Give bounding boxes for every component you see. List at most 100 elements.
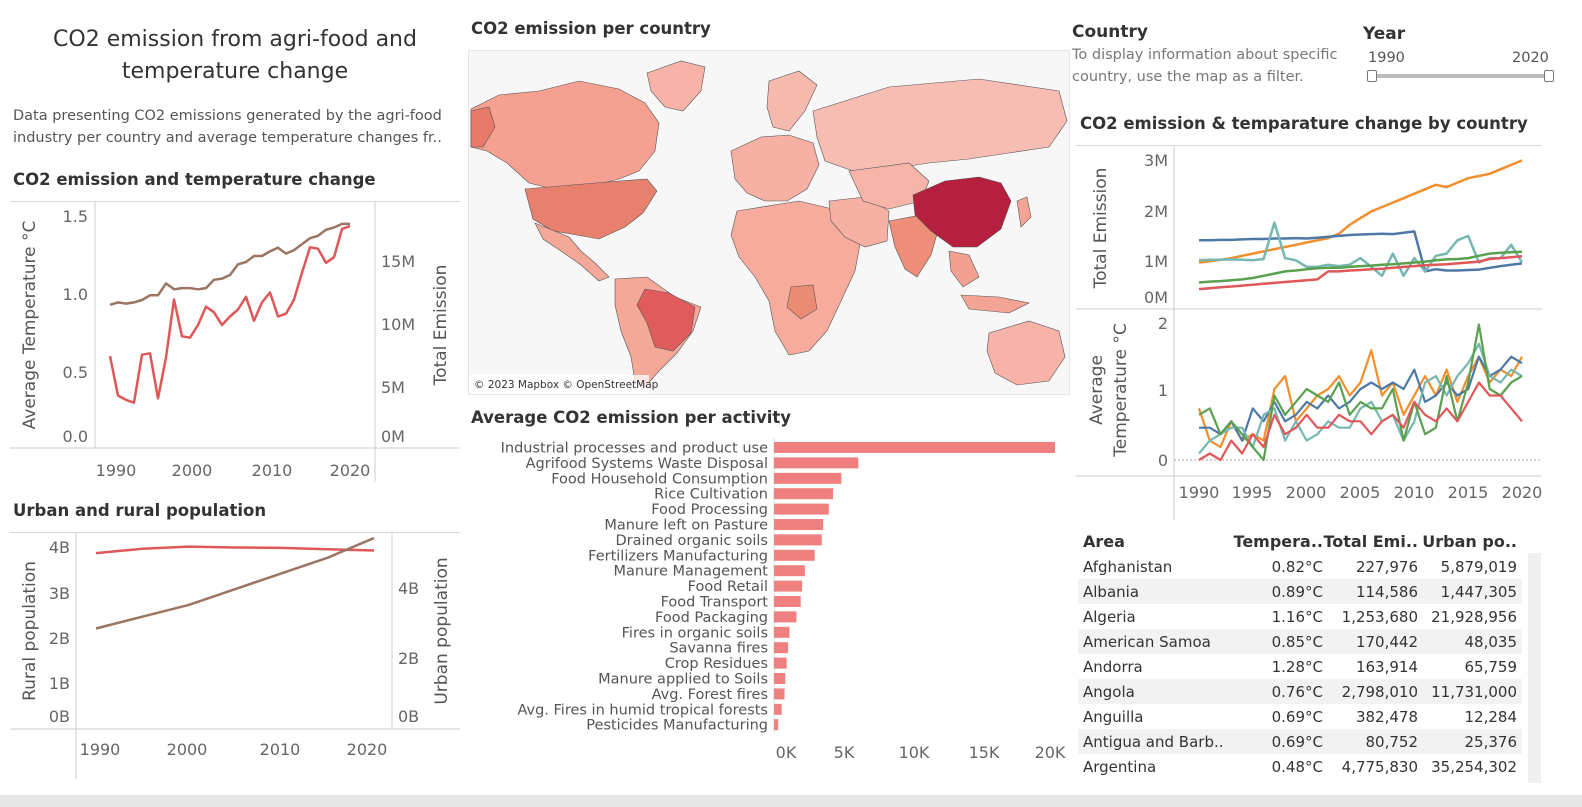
country-alaska[interactable] — [470, 106, 496, 148]
divider — [10, 532, 460, 533]
year-slider-track[interactable] — [1371, 74, 1549, 78]
emission-temp-chart[interactable]: 1.5 1.0 0.5 0.0 15M 10M 5M 0M 1990 2000 … — [10, 202, 460, 487]
country-table[interactable]: Area Tempera.. Total Emi.. Urban po.. Af… — [1078, 528, 1522, 779]
bar[interactable] — [774, 472, 842, 484]
activity-chart[interactable]: Industrial processes and product useAgri… — [468, 438, 1073, 768]
table-row[interactable]: American Samoa 0.85°C 170,442 48,035 — [1078, 629, 1522, 654]
bar[interactable] — [774, 534, 822, 546]
country-usa[interactable] — [524, 178, 658, 240]
x-tick: 2000 — [172, 461, 213, 480]
country-drc[interactable] — [786, 284, 818, 320]
country-japan[interactable] — [1016, 196, 1032, 228]
table-row[interactable]: Anguilla 0.69°C 382,478 12,284 — [1083, 707, 1517, 726]
bar[interactable] — [774, 626, 790, 638]
x-tick: 2020 — [347, 740, 388, 759]
country-brazil[interactable] — [636, 288, 696, 352]
series-total-emission[interactable] — [109, 222, 350, 306]
bar[interactable] — [774, 611, 797, 623]
table-row[interactable]: Afghanistan 0.82°C 227,976 5,879,019 — [1083, 557, 1517, 576]
bar-label: Fires in organic soils — [622, 625, 768, 641]
series-emission-teal[interactable] — [1198, 221, 1524, 278]
y-axis-title-line1: Average — [1087, 355, 1107, 425]
bar-label: Food Household Consumption — [551, 471, 768, 487]
y-tick: 4B — [49, 538, 70, 557]
population-title: Urban and rural population — [13, 501, 267, 520]
bar-label: Food Processing — [651, 502, 768, 518]
series-emission-orange[interactable] — [1198, 159, 1523, 264]
column-header-emission[interactable]: Total Emi.. — [1323, 531, 1418, 551]
bar[interactable] — [774, 580, 803, 592]
series-temperature-blue[interactable] — [1199, 355, 1523, 442]
bar[interactable] — [774, 519, 824, 530]
country-russia[interactable] — [812, 78, 1068, 172]
table-row[interactable]: Algeria 1.16°C 1,253,680 21,928,956 — [1083, 607, 1517, 626]
bar[interactable] — [774, 503, 829, 515]
y-tick: 1 — [1158, 381, 1168, 400]
world-map[interactable]: © 2023 Mapbox © OpenStreetMap — [468, 50, 1070, 395]
by-country-chart[interactable]: 3M 2M 1M 0M 2 1 0 1990 1995 2000 2005 20… — [1076, 146, 1542, 520]
country-canada[interactable] — [470, 80, 660, 190]
column-header-urban[interactable]: Urban po.. — [1422, 531, 1517, 551]
bar-label: Manure left on Pasture — [604, 518, 768, 534]
bar[interactable] — [774, 642, 789, 654]
x-tick: 2010 — [1394, 483, 1435, 502]
y-tick: 0.0 — [63, 427, 88, 446]
y-axis-title-line2: Temperature °C — [1111, 323, 1131, 457]
country-filter-desc: To display information about specific co… — [1072, 47, 1338, 85]
bar[interactable] — [774, 719, 779, 731]
country-australia[interactable] — [986, 320, 1066, 386]
column-header-temperature[interactable]: Tempera.. — [1233, 531, 1323, 551]
bar-label: Food Packaging — [655, 610, 768, 626]
series-emission-red[interactable] — [1198, 255, 1523, 291]
bottom-bar — [0, 795, 1582, 807]
series-temperature-green[interactable] — [1198, 323, 1523, 462]
table-row[interactable]: Argentina 0.48°C 4,775,830 35,254,302 — [1083, 757, 1517, 776]
x-tick: 2015 — [1448, 483, 1489, 502]
x-tick: 15K — [969, 743, 1000, 762]
year-slider-handle-max[interactable] — [1544, 70, 1554, 82]
column-header-area[interactable]: Area — [1083, 531, 1125, 551]
country-china[interactable] — [912, 176, 1012, 248]
bar[interactable] — [774, 565, 805, 577]
series-temperature-red[interactable] — [1198, 381, 1523, 462]
series-urban-population[interactable] — [95, 536, 375, 630]
bar[interactable] — [774, 657, 787, 669]
series-emission-green[interactable] — [1198, 250, 1523, 284]
bar[interactable] — [774, 549, 815, 561]
y-axis-title: Rural population — [20, 561, 40, 701]
divider — [1076, 145, 1542, 146]
table-row[interactable]: Albania 0.89°C 114,586 1,447,305 — [1078, 579, 1522, 604]
bar[interactable] — [774, 703, 782, 715]
bar[interactable] — [774, 488, 834, 500]
series-rural-population[interactable] — [95, 545, 375, 555]
table-row[interactable]: Antigua and Barb.. 0.69°C 80,752 25,376 — [1078, 729, 1522, 754]
country-se-asia[interactable] — [948, 250, 980, 288]
country-mexico[interactable] — [534, 222, 610, 282]
x-tick: 2020 — [1502, 483, 1542, 502]
series-emission-blue[interactable] — [1199, 230, 1523, 273]
series-average-temperature[interactable] — [108, 224, 351, 404]
table-row[interactable]: Angola 0.76°C 2,798,010 11,731,000 — [1078, 679, 1522, 704]
bar[interactable] — [774, 457, 859, 469]
y-tick: 1.5 — [63, 207, 88, 226]
table-scrollbar[interactable] — [1528, 553, 1541, 783]
series-temperature-teal[interactable] — [1198, 342, 1523, 455]
map-title: CO2 emission per country — [471, 19, 711, 38]
x-tick: 5K — [834, 743, 855, 762]
bar[interactable] — [774, 673, 786, 684]
bar-label: Fertilizers Manufacturing — [588, 548, 768, 564]
year-slider-handle-min[interactable] — [1367, 70, 1377, 82]
y-tick: 2B — [49, 629, 70, 648]
bar[interactable] — [774, 688, 785, 700]
y2-tick: 15M — [381, 252, 415, 271]
bar[interactable] — [774, 596, 801, 607]
country-greenland[interactable] — [646, 60, 706, 112]
y-tick: 2 — [1158, 314, 1168, 333]
series-temperature-orange[interactable] — [1197, 349, 1523, 449]
population-chart[interactable]: 4B 3B 2B 1B 0B 4B 2B 0B 1990 2000 2010 2… — [10, 533, 460, 783]
country-scandinavia[interactable] — [766, 70, 818, 132]
table-row[interactable]: Andorra 1.28°C 163,914 65,759 — [1083, 657, 1517, 676]
country-indonesia[interactable] — [960, 294, 1030, 314]
country-europe[interactable] — [730, 134, 820, 202]
bar[interactable] — [774, 442, 1055, 453]
